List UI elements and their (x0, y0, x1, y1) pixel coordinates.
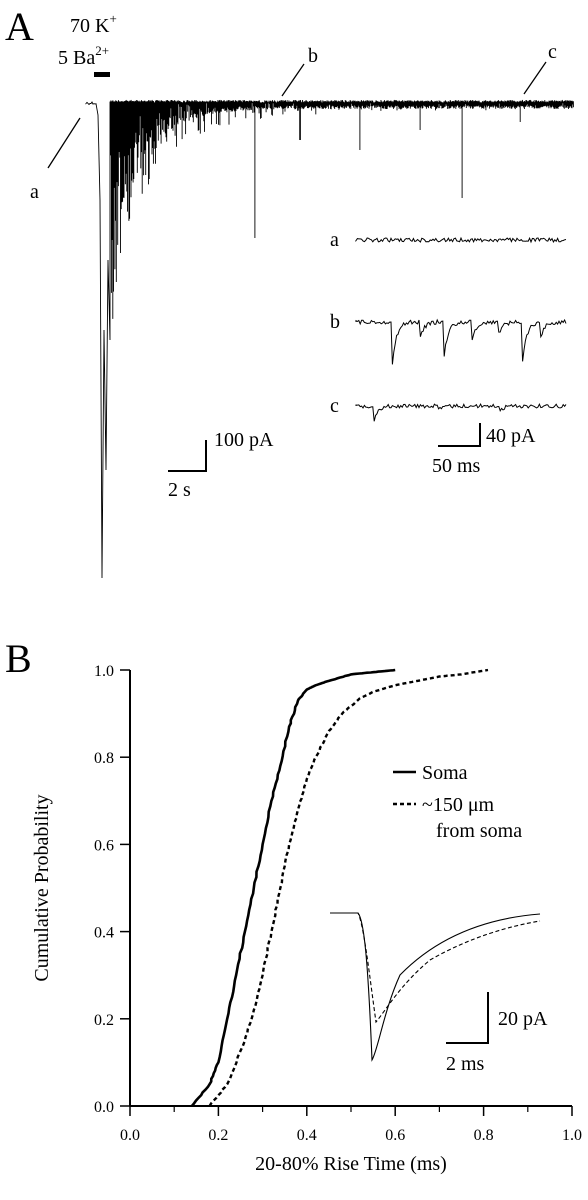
stim-k-label: 70 K+ (70, 11, 117, 37)
x-axis-title: 20-80% Rise Time (ms) (255, 1153, 447, 1175)
marker-a-label: a (30, 181, 39, 203)
marker-b-line (281, 63, 305, 97)
scale-inset-x-label: 50 ms (432, 455, 481, 477)
panel-b-letter: B (5, 636, 32, 681)
x-ticks: 0.0 0.2 0.4 0.6 0.8 1.0 (120, 1106, 582, 1144)
y-tick-label: 0.0 (94, 1099, 114, 1116)
series-soma-line (190, 668, 396, 1107)
stim-ba-label: 5 Ba2+ (58, 43, 109, 69)
scale-inset-y-label: 40 pA (486, 425, 536, 447)
scale-bar-inset (438, 423, 481, 447)
stim-k-sup: + (109, 11, 116, 26)
marker-c-label: c (548, 41, 557, 63)
inset-c-label: c (330, 395, 339, 417)
panel-a-letter: A (5, 4, 34, 49)
scale-main-y-label: 100 pA (214, 429, 274, 451)
ba-application-bar (94, 72, 110, 77)
x-tick-label: 1.0 (562, 1127, 582, 1144)
inset-trace-c (355, 402, 567, 422)
series-distal-line (208, 668, 489, 1107)
marker-a-line (47, 117, 81, 169)
scale-main-x-label: 2 s (168, 479, 191, 501)
y-tick-label: 0.8 (94, 750, 114, 767)
y-tick-label: 0.2 (94, 1012, 114, 1029)
scale-bar-main (168, 440, 207, 472)
legend-soma-label: Soma (422, 762, 468, 784)
marker-b-label: b (308, 45, 318, 67)
inset-b-label: b (330, 311, 340, 333)
current-trace-main (85, 99, 574, 579)
x-tick-label: 0.0 (120, 1127, 140, 1144)
scale-epsc-x-label: 2 ms (446, 1053, 485, 1075)
inset-epsc-soma (330, 912, 541, 1062)
scale-bar-epsc (446, 992, 489, 1044)
inset-epsc-distal (330, 912, 541, 1024)
legend-distal-label-1: ~150 μm (422, 794, 495, 816)
x-tick-label: 0.8 (474, 1127, 494, 1144)
inset-trace-b (355, 318, 567, 365)
y-ticks: 0.0 0.2 0.4 0.6 0.8 1.0 (94, 663, 130, 1116)
inset-a-label: a (330, 229, 339, 251)
y-axis-title: Cumulative Probability (31, 794, 53, 981)
scale-epsc-y-label: 20 pA (498, 1008, 548, 1030)
marker-c-line (523, 61, 547, 95)
x-tick-label: 0.2 (208, 1127, 228, 1144)
x-tick-label: 0.4 (297, 1127, 317, 1144)
y-tick-label: 0.4 (94, 925, 114, 942)
x-tick-label: 0.6 (385, 1127, 405, 1144)
stim-k-text: 70 K (70, 15, 110, 37)
inset-trace-a (355, 236, 567, 244)
stim-ba-text: 5 Ba (58, 47, 95, 69)
stim-ba-sup: 2+ (95, 43, 109, 58)
legend-distal-label-2: from soma (436, 820, 522, 842)
y-tick-label: 0.6 (94, 837, 114, 854)
y-tick-label: 1.0 (94, 663, 114, 680)
